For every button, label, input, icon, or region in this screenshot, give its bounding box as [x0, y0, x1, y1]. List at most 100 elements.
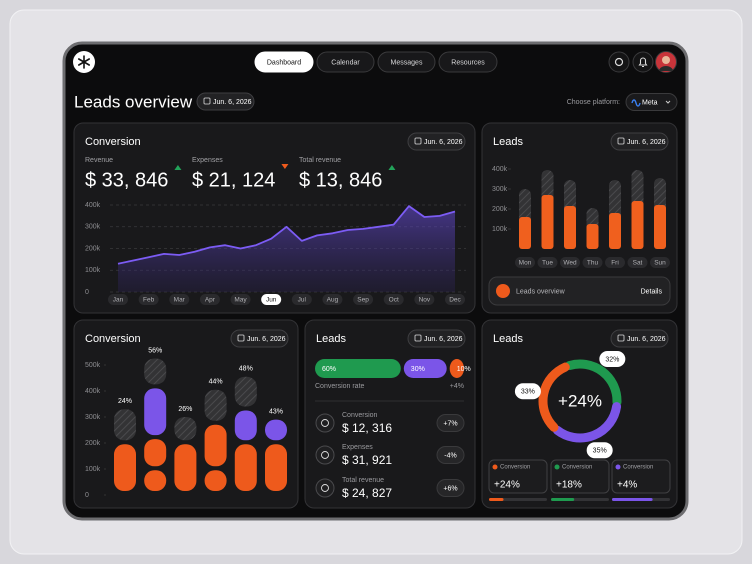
y-tick-label: 400k — [85, 202, 101, 209]
month-chip[interactable] — [291, 294, 312, 305]
month-chip[interactable] — [322, 294, 343, 305]
bar — [631, 201, 644, 249]
card-title: Conversion — [85, 136, 141, 148]
avatar-body — [659, 66, 673, 71]
x-tick-label: Jan — [113, 297, 124, 304]
progress-bar — [489, 498, 504, 501]
card-title: Leads — [493, 333, 523, 345]
donut-segment — [564, 359, 622, 407]
date-label: Jun. 6, 2026 — [213, 99, 252, 106]
mini-value: +18% — [556, 480, 582, 491]
calendar-icon — [414, 137, 422, 145]
date-chip[interactable] — [610, 132, 669, 151]
nav-tab[interactable] — [377, 51, 436, 73]
mini-card — [611, 459, 671, 494]
y-tick-label: 0 — [85, 492, 89, 499]
day-chip — [537, 257, 558, 268]
month-chip[interactable] — [138, 294, 159, 305]
rate-value: +4% — [450, 383, 464, 390]
pill-segment — [204, 424, 227, 467]
pill-segment — [174, 417, 197, 441]
x-tick-label: Jul — [298, 297, 307, 304]
bar — [541, 195, 554, 249]
mini-label: Conversion — [562, 465, 592, 471]
notifications-button[interactable] — [632, 51, 654, 73]
donut-label-chip — [514, 383, 541, 400]
bar — [564, 206, 576, 249]
mini-dot — [554, 464, 560, 470]
meta-icon — [631, 99, 641, 107]
pill-segment — [144, 470, 167, 491]
month-chip[interactable] — [199, 294, 220, 305]
mini-value: +24% — [494, 480, 520, 491]
x-tick-label: Oct — [389, 297, 399, 304]
x-tick-label: Sat — [633, 260, 643, 267]
date-chip[interactable] — [407, 132, 466, 151]
overview-row[interactable] — [488, 276, 671, 306]
page-title: Leads overview — [74, 92, 193, 111]
y-tick-label: 300k — [85, 414, 101, 421]
month-chip[interactable] — [108, 294, 128, 305]
trend-icon — [174, 165, 182, 170]
mini-card — [550, 459, 610, 494]
nav-tab[interactable] — [438, 51, 498, 73]
pill-segment — [234, 410, 257, 441]
month-chip[interactable] — [414, 294, 435, 305]
settings-button[interactable] — [608, 51, 630, 73]
mini-dot — [492, 464, 498, 470]
progress-bar — [612, 498, 653, 501]
pill-segment — [265, 444, 287, 491]
month-chip[interactable] — [169, 294, 190, 305]
y-tick-label: 400k — [85, 388, 101, 395]
nav-tab-label: Calendar — [331, 59, 360, 66]
calendar-icon — [617, 334, 625, 342]
row-label: Conversion — [342, 412, 378, 419]
month-chip[interactable] — [445, 294, 465, 305]
nav-tab[interactable] — [254, 51, 314, 73]
calendar-icon — [237, 334, 245, 342]
row-icon-glyph — [321, 484, 329, 492]
x-tick-label: Aug — [327, 297, 339, 304]
bar — [519, 217, 531, 249]
date-chip[interactable] — [610, 329, 669, 348]
row-label: Total revenue — [342, 477, 384, 484]
month-chip[interactable] — [383, 294, 404, 305]
change-chip — [436, 446, 465, 464]
mini-label: Conversion — [623, 465, 653, 471]
date-chip[interactable] — [196, 92, 255, 111]
mini-card — [488, 459, 548, 494]
details-link[interactable]: Details — [641, 288, 663, 295]
nav-tab[interactable] — [316, 51, 375, 73]
month-chip[interactable] — [261, 294, 282, 305]
x-tick-label: Feb — [143, 297, 155, 304]
share-bar — [315, 359, 401, 378]
month-chip[interactable] — [353, 294, 374, 305]
date-label: Jun. 6, 2026 — [627, 336, 666, 343]
calendar-icon — [414, 334, 422, 342]
day-chip — [582, 257, 603, 268]
row-label: Expenses — [342, 444, 373, 451]
change-chip — [436, 414, 465, 432]
bar — [654, 205, 666, 249]
x-tick-label: Mon — [519, 260, 532, 267]
row-value: $ 24, 827 — [342, 486, 392, 500]
month-chip[interactable] — [230, 294, 251, 305]
rate-label: Conversion rate — [315, 383, 365, 390]
stat-label: Total revenue — [299, 157, 341, 164]
date-label: Jun. 6, 2026 — [424, 336, 463, 343]
x-tick-label: Jun — [266, 297, 277, 304]
nav-tab-label: Dashboard — [267, 59, 301, 66]
stat-label: Expenses — [192, 157, 223, 164]
mini-value: +4% — [617, 480, 637, 491]
date-chip[interactable] — [230, 329, 289, 348]
day-chip — [650, 257, 670, 268]
progress-bar — [551, 498, 575, 501]
card-title: Leads — [316, 333, 346, 345]
date-chip[interactable] — [407, 329, 466, 348]
nav-tab-label: Messages — [391, 59, 423, 66]
row-icon — [315, 413, 335, 433]
pill-segment — [265, 419, 287, 441]
donut-label-chip — [586, 442, 613, 459]
y-tick-label: 100k — [85, 466, 101, 473]
